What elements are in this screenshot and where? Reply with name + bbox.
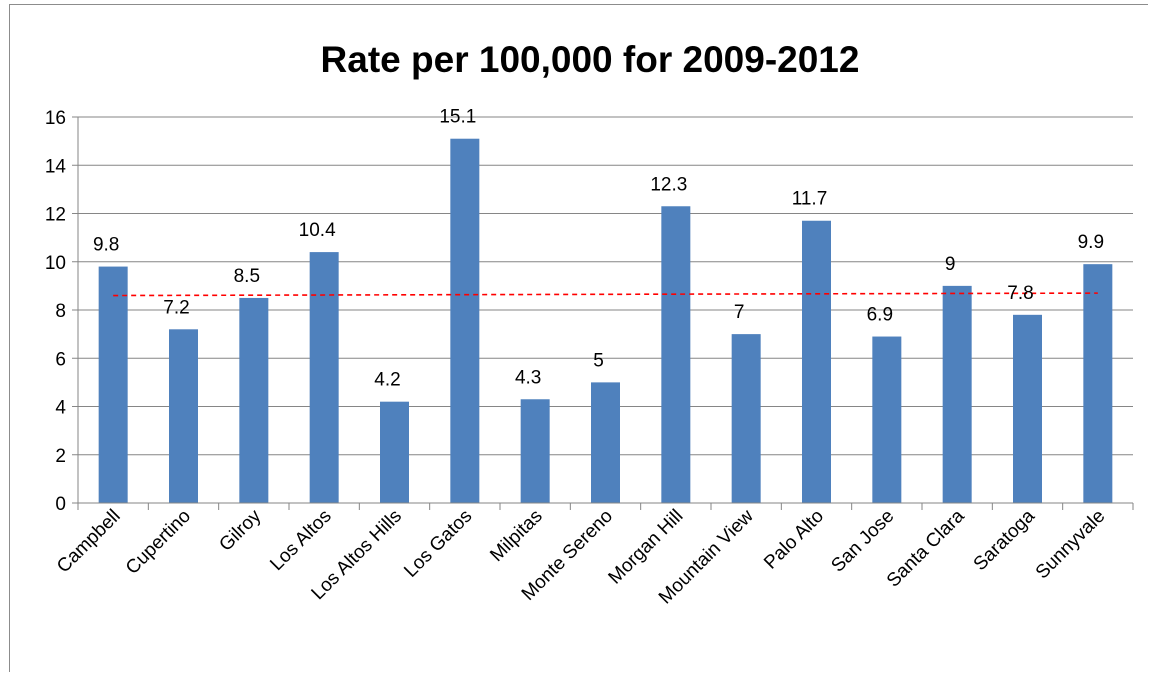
category-label: Cupertino	[122, 506, 195, 579]
data-label: 5	[593, 350, 604, 371]
bar	[380, 401, 409, 503]
chart-title: Rate per 100,000 for 2009-2012	[321, 39, 860, 80]
data-label: 7	[734, 302, 745, 323]
bar	[661, 206, 691, 503]
data-label: 11.7	[792, 189, 828, 210]
data-label: 10.4	[299, 220, 336, 241]
bar	[1083, 264, 1113, 503]
category-label: Milpitas	[486, 506, 546, 566]
data-label: 15.1	[439, 107, 476, 128]
bar	[239, 297, 269, 503]
data-label: 7.2	[163, 297, 189, 318]
bar	[169, 329, 198, 503]
data-label: 7.8	[1007, 283, 1033, 304]
y-tick-label: 2	[55, 446, 66, 467]
bar	[1013, 314, 1042, 503]
data-label: 12.3	[650, 174, 687, 195]
bar	[942, 285, 972, 503]
bar	[450, 138, 480, 503]
y-tick-label: 0	[55, 494, 66, 515]
category-label: Saratoga	[970, 505, 1040, 575]
data-label: 8.5	[234, 266, 260, 287]
data-label: 9.9	[1078, 232, 1104, 253]
y-tick-label: 16	[45, 108, 66, 129]
category-label: Palo Alto	[760, 506, 828, 574]
y-tick-label: 14	[45, 156, 67, 177]
bar	[872, 336, 902, 503]
y-tick-label: 8	[55, 301, 66, 322]
data-label: 9.8	[93, 235, 119, 256]
data-label: 6.9	[867, 305, 893, 326]
category-label: Los Gatos	[400, 506, 476, 582]
chart-frame	[9, 4, 1148, 672]
trendline-line	[113, 292, 1098, 297]
data-label: 4.3	[515, 367, 541, 388]
bar	[731, 334, 761, 503]
bar	[591, 382, 620, 503]
y-tick-label: 4	[55, 398, 66, 419]
bar	[98, 266, 128, 503]
category-label: San Jose	[827, 506, 898, 577]
bars	[98, 138, 1113, 504]
axes: 0 2 4 6 8 10 12 14 16	[45, 108, 1134, 515]
y-tick-label: 10	[45, 253, 66, 274]
data-label: 4.2	[374, 370, 400, 391]
bar	[309, 252, 339, 503]
category-label: Sunnyvale	[1032, 506, 1110, 584]
y-tick-label: 6	[55, 349, 66, 370]
category-label: Campbell	[53, 506, 125, 578]
category-label: Gilroy	[215, 505, 265, 555]
y-tick-label: 12	[45, 205, 66, 226]
bar	[802, 220, 831, 504]
data-label: 9	[945, 254, 956, 275]
trendline	[113, 292, 1098, 297]
category-label: Los Altos	[266, 506, 335, 575]
bar	[520, 399, 550, 503]
